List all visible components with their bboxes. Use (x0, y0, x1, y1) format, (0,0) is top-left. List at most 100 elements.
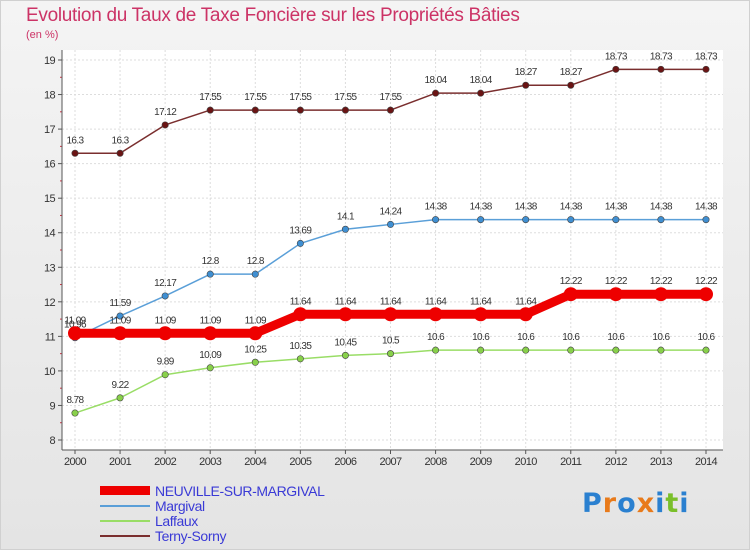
legend-label-terny-sorny: Terny-Sorny (155, 528, 227, 544)
data-label: 14.38 (470, 202, 493, 213)
data-label: 10.6 (472, 332, 490, 343)
data-point (657, 216, 665, 224)
data-label: 16.3 (66, 135, 84, 146)
plot-area (62, 50, 723, 450)
data-point (206, 364, 214, 372)
data-label: 18.73 (605, 51, 628, 62)
data-point (206, 270, 214, 278)
data-point (158, 326, 173, 341)
data-label: 16.3 (112, 135, 130, 146)
data-point (567, 346, 575, 354)
x-tick-label: 2010 (515, 456, 538, 468)
data-label: 10.6 (427, 332, 445, 343)
data-point (432, 346, 440, 354)
data-point (428, 307, 443, 322)
data-point (477, 216, 485, 224)
data-point (563, 287, 578, 302)
data-point (296, 106, 304, 114)
legend-swatch-laffaux (100, 520, 150, 522)
data-label: 11.09 (154, 315, 176, 326)
data-point (251, 358, 259, 366)
data-point (203, 326, 218, 341)
data-point (567, 216, 575, 224)
x-tick-label: 2013 (650, 456, 673, 468)
data-point (473, 307, 488, 322)
data-point (296, 355, 304, 363)
x-tick-label: 2000 (64, 456, 87, 468)
data-point (341, 106, 349, 114)
x-tick-label: 2003 (199, 456, 222, 468)
data-label: 17.12 (154, 107, 177, 118)
data-label: 10.6 (517, 332, 535, 343)
y-tick-label: 13 (44, 262, 56, 274)
data-point (71, 409, 79, 417)
data-label: 18.73 (650, 51, 673, 62)
data-label: 11.09 (245, 315, 267, 326)
y-tick-label: 10 (44, 366, 56, 378)
data-label: 10.6 (607, 332, 625, 343)
data-point (657, 65, 665, 73)
data-point (113, 326, 128, 341)
data-label: 9.22 (112, 380, 130, 391)
data-point (699, 287, 713, 302)
x-tick-label: 2008 (425, 456, 448, 468)
data-point (477, 346, 485, 354)
data-point (248, 326, 263, 341)
logo-letter: t (665, 488, 680, 519)
data-point (116, 394, 124, 402)
y-tick-label: 19 (44, 55, 56, 67)
data-label: 12.22 (650, 276, 673, 287)
x-tick-label: 2005 (289, 456, 312, 468)
data-label: 17.55 (289, 92, 312, 103)
legend-label-margival: Margival (155, 498, 205, 514)
data-point (702, 216, 710, 224)
data-point (432, 89, 440, 97)
data-point (71, 149, 79, 157)
data-label: 11.64 (335, 296, 357, 307)
y-tick-label: 16 (44, 159, 56, 171)
data-label: 14.38 (695, 202, 718, 213)
data-label: 11.64 (380, 296, 402, 307)
data-point (68, 326, 82, 341)
x-tick-label: 2014 (695, 456, 718, 468)
logo-letter: o (617, 488, 637, 519)
x-tick-label: 2007 (379, 456, 402, 468)
logo-letter: i (679, 488, 690, 519)
data-point (477, 89, 485, 97)
data-label: 10.5 (382, 336, 400, 347)
data-label: 14.1 (337, 211, 355, 222)
data-label: 14.38 (605, 202, 628, 213)
data-label: 13.69 (289, 225, 312, 236)
data-label: 11.64 (470, 296, 492, 307)
data-label: 12.8 (247, 256, 265, 267)
data-label: 14.24 (379, 206, 402, 217)
data-label: 9.89 (157, 357, 175, 368)
data-point (612, 65, 620, 73)
y-tick-label: 15 (44, 193, 56, 205)
y-tick-label: 12 (44, 297, 56, 309)
data-label: 18.27 (515, 67, 538, 78)
y-tick-label: 18 (44, 90, 56, 102)
data-label: 11.09 (109, 315, 131, 326)
data-point (702, 65, 710, 73)
data-label: 10.09 (199, 350, 222, 361)
data-point (161, 371, 169, 379)
data-point (116, 149, 124, 157)
y-tick-label: 8 (49, 435, 55, 447)
legend-label-neuville: NEUVILLE-SUR-MARGIVAL (155, 483, 325, 499)
data-label: 14.38 (425, 202, 448, 213)
data-label: 12.22 (695, 276, 718, 287)
data-point (653, 287, 668, 302)
data-label: 12.22 (560, 276, 583, 287)
data-label: 10.6 (697, 332, 715, 343)
data-point (518, 307, 533, 322)
data-point (116, 312, 124, 320)
chart-title: Evolution du Taux de Taxe Foncière sur l… (26, 5, 520, 26)
data-label: 10.45 (334, 337, 357, 348)
data-label: 18.04 (470, 75, 493, 86)
legend-swatch-neuville (100, 486, 150, 495)
data-point (522, 216, 530, 224)
data-label: 11.59 (109, 298, 131, 309)
data-label: 10.96 (64, 320, 87, 331)
